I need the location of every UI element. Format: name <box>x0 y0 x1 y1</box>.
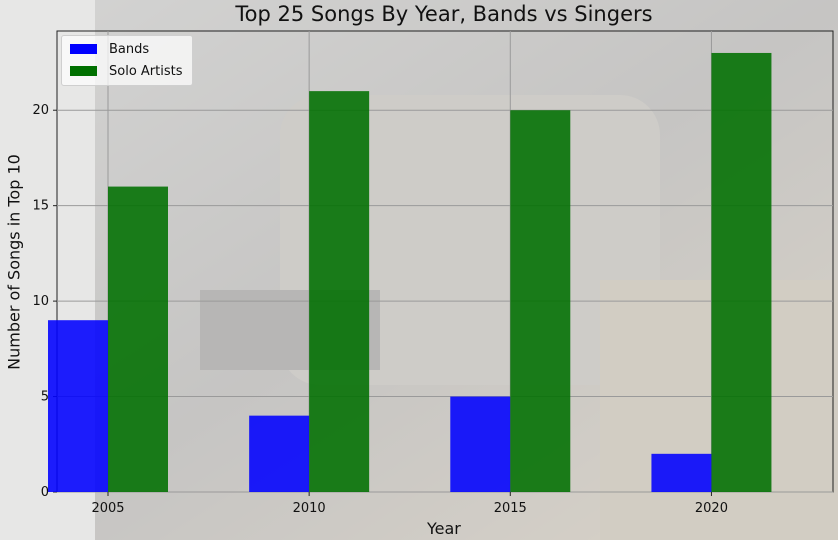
legend-swatch-bands <box>70 44 97 54</box>
bar-solo-artists <box>510 110 571 493</box>
bar-bands <box>249 415 310 492</box>
legend-label-bands: Bands <box>109 41 150 57</box>
y-tick-label: 15 <box>32 199 49 214</box>
legend-item-solo-artists: Solo Artists <box>70 63 183 79</box>
legend-swatch-solo-artists <box>70 66 97 76</box>
y-tick-label: 20 <box>32 103 49 118</box>
legend-label-solo-artists: Solo Artists <box>109 63 183 79</box>
y-tick-label: 10 <box>32 294 49 309</box>
x-tick-label: 2015 <box>494 501 527 516</box>
bar-bands <box>48 320 108 492</box>
y-axis-label: Number of Songs in Top 10 <box>4 154 24 370</box>
legend: Bands Solo Artists <box>61 35 193 86</box>
x-axis-label: Year <box>427 519 461 538</box>
x-tick-label: 2020 <box>695 501 728 516</box>
chart-title: Top 25 Songs By Year, Bands vs Singers <box>235 2 653 26</box>
bar-solo-artists <box>711 52 772 492</box>
y-tick-label: 5 <box>41 390 49 405</box>
bar-bands <box>450 396 511 492</box>
bar-solo-artists <box>108 186 168 493</box>
bar-bands <box>651 453 712 492</box>
legend-item-bands: Bands <box>70 41 149 57</box>
y-tick-label: 0 <box>41 485 49 500</box>
x-tick-label: 2010 <box>293 501 326 516</box>
x-tick-label: 2005 <box>91 501 124 516</box>
bar-solo-artists <box>309 91 370 492</box>
